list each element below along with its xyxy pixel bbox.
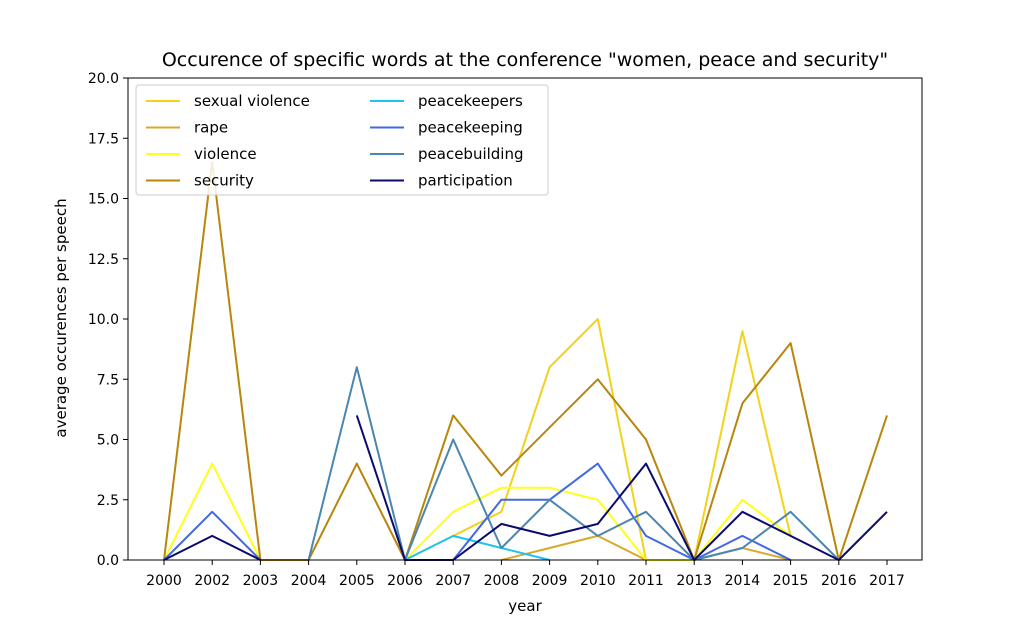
x-tick-label: 2011 [628,573,664,589]
y-tick-label: 2.5 [97,493,119,509]
y-axis-label: average occurences per speech [52,198,70,437]
y-tick-label: 12.5 [88,252,119,268]
x-tick-label: 2015 [773,573,809,589]
x-tick-label: 2009 [532,573,568,589]
x-tick-label: 2010 [580,573,616,589]
legend-box [135,84,549,196]
series-line-peacekeeping [405,462,792,561]
x-tick-label: 2002 [194,573,230,589]
x-tick-label: 2008 [484,573,520,589]
legend-label: peacebuilding [418,145,524,163]
series-line-peacebuilding [307,366,840,561]
y-tick-label: 15.0 [88,192,119,208]
plot-area [163,161,888,561]
series-line-violence [404,486,792,561]
y-tick-label: 10.0 [88,312,119,328]
series-line-peacekeeping [163,510,262,561]
x-tick-label: 2014 [725,573,761,589]
legend-label: security [194,172,254,190]
x-tick-label: 2017 [869,573,905,589]
y-tick-label: 0.0 [97,553,119,569]
axes: 2000 2002 2003 2004 2005 2006 2007 2008 2009 2010… [88,71,923,589]
x-axis-label: year [508,597,542,615]
series-line-sexual-violence [404,318,792,561]
x-tick-label: 2006 [387,573,423,589]
x-tick-label: 2007 [435,573,471,589]
series-line-violence [163,462,262,561]
series-line-participation [163,534,261,561]
legend-label: rape [194,119,228,137]
y-tick-label: 20.0 [88,71,119,87]
x-tick-label: 2013 [676,573,712,589]
legend-label: peacekeeping [418,119,523,137]
y-tick-label: 17.5 [88,131,119,147]
x-tick-label: 2005 [339,573,375,589]
legend: sexual violence rape violence security peace… [135,84,549,196]
legend-label: participation [418,172,513,190]
legend-label: sexual violence [194,92,310,110]
x-tick-label: 2000 [146,573,182,589]
x-tick-label: 2016 [821,573,857,589]
y-tick-label: 5.0 [97,433,119,449]
x-tick-label: 2004 [291,573,327,589]
legend-label: peacekeepers [418,92,523,110]
y-tick-label: 7.5 [97,372,119,388]
legend-label: violence [194,145,257,163]
chart-title: Occurence of specific words at the confe… [162,49,888,71]
x-tick-label: 2003 [243,573,279,589]
